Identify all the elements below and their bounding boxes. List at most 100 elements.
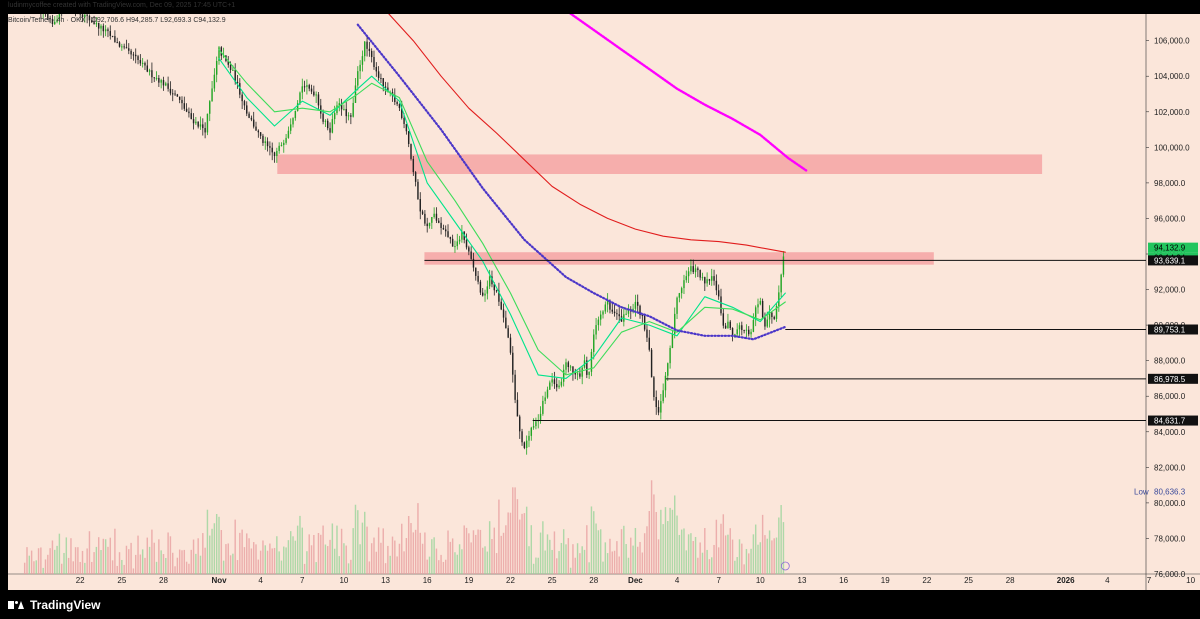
symbol-line[interactable]: Bitcoin/Tether · 4h · OKX [8,17,86,24]
volume-bar [405,538,408,574]
volume-bar [252,542,255,574]
candle [759,297,762,306]
candle [204,122,206,139]
candle [54,16,56,26]
candle-body [609,301,611,310]
candle [329,122,331,141]
candle-body [754,307,757,321]
volume-bar [366,526,368,574]
volume-bar [327,546,329,574]
candle-body [690,266,692,272]
candle-body [766,319,768,327]
candle [419,192,421,220]
volume-bar [530,525,533,574]
volume-bar [324,544,327,574]
candle [259,132,262,139]
candle [727,313,729,329]
candle-body [509,337,512,353]
volume-bar [35,560,37,574]
candle [775,303,778,322]
candle [440,217,442,235]
candle-body [93,22,95,25]
candle-body [227,61,229,65]
candle [405,123,408,135]
candle [264,136,266,150]
x-tick-label: 7 [716,576,721,585]
candle-body [440,222,442,228]
candle [407,130,410,148]
candle [588,371,590,379]
candle [100,24,102,36]
ema-slow-line [218,49,786,376]
candle-body [641,315,644,317]
candle [202,118,204,136]
candle-body [676,297,678,314]
candle [137,54,139,65]
volume-bar [368,561,371,574]
volume-bar [151,529,153,574]
candle [160,78,162,89]
candle-body [144,62,146,66]
volume-bar [752,534,755,574]
candle [417,179,419,200]
candle [283,139,285,153]
candle-body [683,280,685,289]
candle-body [165,83,167,86]
candle [620,309,623,322]
volume-bar [521,513,523,574]
candle [370,48,373,63]
candle-body [292,118,294,125]
candle [167,76,169,92]
candle [125,39,128,49]
y-tick-label: 104,000.0 [1154,72,1190,81]
price-chart[interactable]: 78,000.0 80,000.0 82,000.0 84,000.0 86,000.0… [0,0,1200,590]
candle-body [340,103,343,110]
candle [301,78,303,100]
candle [456,233,458,250]
candle-body [368,48,371,51]
candle-body [118,42,121,47]
candle-body [484,293,486,296]
volume-bar [532,563,535,574]
candle [91,17,93,23]
volume-bar [165,557,167,574]
candle [479,279,482,296]
candle-body [329,128,331,133]
volume-bar [715,519,718,574]
volume-bar [264,545,266,574]
candle-body [662,390,664,402]
volume-bar [199,555,202,574]
candle-body [759,300,762,305]
volume-bar [248,538,250,574]
y-tick-label: 96,000.0 [1154,214,1186,223]
volume-bar [116,565,118,574]
candle [748,326,750,337]
candle-body [257,130,260,133]
volume-bar [229,555,232,574]
volume-bar [741,543,743,574]
candle-body [364,41,366,57]
volume-bar [30,550,33,574]
chart-header: ludinmycoffee created with TradingView.c… [8,2,239,9]
price-axis-background [1146,14,1200,574]
candle-body [172,93,174,95]
volume-bar [764,535,766,574]
candle [687,267,690,283]
volume-bar [549,539,551,574]
candle [280,142,283,147]
tradingview-icon [8,599,24,611]
volume-bar [137,535,139,574]
candle-body [720,296,722,314]
candle-body [657,407,660,413]
volume-bar [634,527,637,574]
volume-bar [118,552,121,574]
candle-body [162,80,165,86]
candle-body [190,113,192,120]
volume-bar [174,566,176,574]
candle-body [343,108,345,110]
candle [754,305,757,327]
volume-bar [391,536,394,574]
candle [308,83,310,92]
candle-body [556,383,558,388]
tradingview-logo[interactable]: TradingView [8,598,100,612]
